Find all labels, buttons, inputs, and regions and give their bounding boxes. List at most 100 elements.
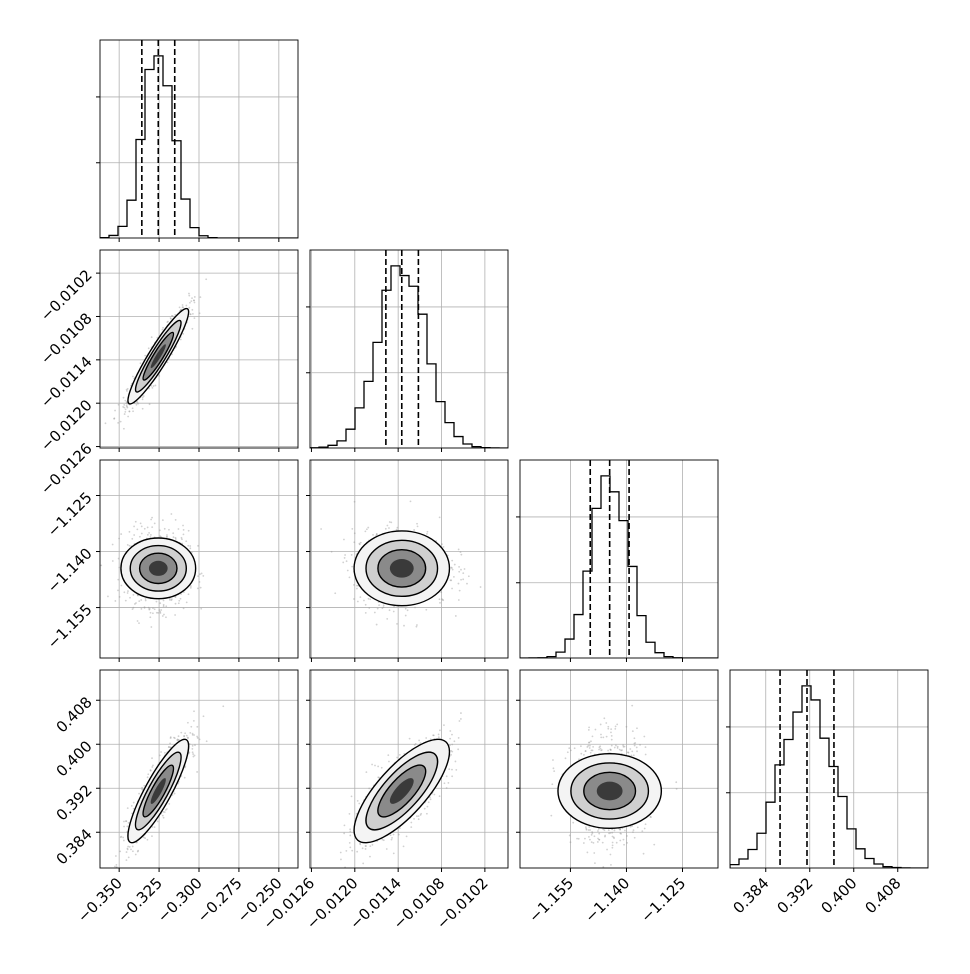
scatter-point: [117, 422, 119, 424]
scatter-point: [454, 564, 456, 566]
scatter-point: [137, 620, 139, 622]
scatter-point: [413, 818, 415, 820]
panel-2-1: [306, 460, 508, 662]
scatter-point: [344, 554, 346, 556]
scatter-point: [133, 802, 135, 804]
scatter-point: [137, 851, 139, 853]
scatter-point: [631, 754, 633, 756]
scatter-point: [132, 407, 134, 409]
scatter-point: [175, 519, 177, 521]
scatter-point: [138, 600, 140, 602]
scatter-point: [447, 782, 449, 784]
scatter-point: [366, 528, 368, 530]
scatter-point: [349, 576, 351, 578]
scatter-point: [147, 776, 149, 778]
scatter-point: [443, 546, 445, 548]
scatter-point: [430, 798, 432, 800]
scatter-point: [428, 801, 430, 803]
scatter-point: [199, 738, 201, 740]
scatter-point: [362, 863, 364, 865]
scatter-point: [189, 302, 191, 304]
scatter-point: [129, 531, 131, 533]
scatter-point: [162, 815, 164, 817]
scatter-point: [359, 843, 361, 845]
scatter-point: [192, 745, 194, 747]
scatter-point: [344, 825, 346, 827]
scatter-point: [191, 297, 193, 299]
scatter-point: [136, 404, 138, 406]
scatter-point: [390, 521, 392, 523]
scatter-point: [185, 540, 187, 542]
scatter-point: [349, 835, 351, 837]
scatter-point: [448, 768, 450, 770]
scatter-point: [145, 598, 147, 600]
scatter-point: [157, 612, 159, 614]
scatter-point: [125, 408, 127, 410]
scatter-point: [356, 851, 358, 853]
scatter-point: [159, 602, 161, 604]
scatter-point: [391, 837, 393, 839]
scatter-point: [410, 822, 412, 824]
scatter-point: [184, 777, 186, 779]
scatter-point: [196, 736, 198, 738]
scatter-point: [189, 732, 191, 734]
scatter-point: [416, 815, 418, 817]
scatter-point: [171, 599, 173, 601]
scatter-point: [353, 598, 355, 600]
scatter-point: [623, 844, 625, 846]
scatter-point: [179, 306, 181, 308]
scatter-point: [126, 859, 128, 861]
scatter-point: [137, 403, 139, 405]
scatter-point: [188, 293, 190, 295]
scatter-point: [453, 576, 455, 578]
scatter-point: [386, 525, 388, 527]
scatter-point: [187, 722, 189, 724]
scatter-point: [154, 523, 156, 525]
scatter-density: [550, 705, 677, 868]
scatter-point: [123, 840, 125, 842]
scatter-point: [416, 624, 418, 626]
scatter-point: [133, 607, 135, 609]
scatter-point: [194, 755, 196, 757]
scatter-point: [634, 742, 636, 744]
scatter-point: [140, 522, 142, 524]
scatter-point: [130, 848, 132, 850]
scatter-point: [433, 735, 435, 737]
scatter-point: [174, 737, 176, 739]
scatter-point: [580, 745, 582, 747]
scatter-point: [107, 596, 109, 598]
scatter-point: [191, 328, 193, 330]
scatter-point: [637, 826, 639, 828]
scatter-point: [170, 736, 172, 738]
scatter-point: [378, 604, 380, 606]
scatter-point: [166, 536, 168, 538]
scatter-point: [126, 389, 128, 391]
scatter-point: [123, 428, 125, 430]
scatter-point: [165, 605, 167, 607]
scatter-point: [440, 591, 442, 593]
scatter-point: [468, 575, 470, 577]
scatter-point: [344, 557, 346, 559]
scatter-point: [152, 607, 154, 609]
scatter-point: [199, 312, 201, 314]
scatter-point: [128, 410, 130, 412]
histogram-step: [310, 266, 508, 448]
scatter-point: [147, 534, 149, 536]
scatter-point: [418, 815, 420, 817]
scatter-point: [162, 327, 164, 329]
scatter-point: [124, 411, 126, 413]
scatter-point: [631, 750, 633, 752]
scatter-point: [349, 828, 351, 830]
scatter-point: [427, 531, 429, 533]
scatter-point: [183, 607, 185, 609]
scatter-point: [410, 501, 412, 503]
scatter-point: [151, 526, 153, 528]
scatter-point: [118, 558, 120, 560]
scatter-point: [181, 538, 183, 540]
scatter-point: [192, 751, 194, 753]
scatter-point: [138, 622, 140, 624]
scatter-point: [396, 623, 398, 625]
scatter-point: [180, 598, 182, 600]
scatter-point: [433, 794, 435, 796]
scatter-point: [167, 321, 169, 323]
